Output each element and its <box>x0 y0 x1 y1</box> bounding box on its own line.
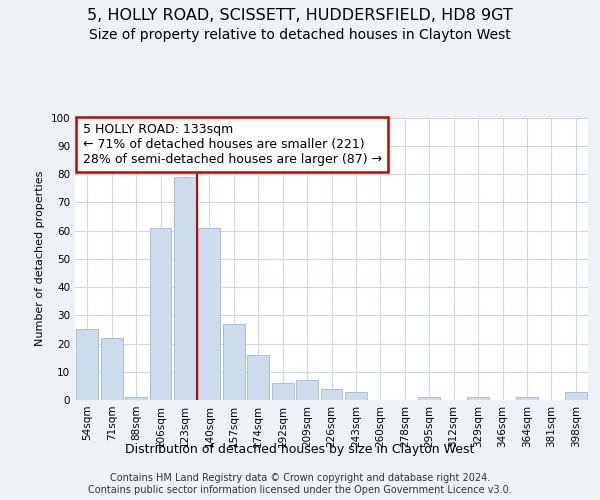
Bar <box>320 388 343 400</box>
Text: Distribution of detached houses by size in Clayton West: Distribution of detached houses by size … <box>125 442 475 456</box>
Bar <box>516 397 538 400</box>
Bar <box>565 392 587 400</box>
Bar <box>272 383 293 400</box>
Bar <box>125 397 147 400</box>
Y-axis label: Number of detached properties: Number of detached properties <box>35 171 45 346</box>
Text: 5 HOLLY ROAD: 133sqm
← 71% of detached houses are smaller (221)
28% of semi-deta: 5 HOLLY ROAD: 133sqm ← 71% of detached h… <box>83 123 382 166</box>
Text: Size of property relative to detached houses in Clayton West: Size of property relative to detached ho… <box>89 28 511 42</box>
Bar <box>296 380 318 400</box>
Text: 5, HOLLY ROAD, SCISSETT, HUDDERSFIELD, HD8 9GT: 5, HOLLY ROAD, SCISSETT, HUDDERSFIELD, H… <box>87 8 513 22</box>
Bar <box>247 355 269 400</box>
Bar <box>174 177 196 400</box>
Text: Contains HM Land Registry data © Crown copyright and database right 2024.
Contai: Contains HM Land Registry data © Crown c… <box>88 474 512 495</box>
Bar <box>418 397 440 400</box>
Bar <box>149 228 172 400</box>
Bar <box>223 324 245 400</box>
Bar <box>76 330 98 400</box>
Bar <box>345 392 367 400</box>
Bar <box>101 338 122 400</box>
Bar <box>199 228 220 400</box>
Bar <box>467 397 489 400</box>
